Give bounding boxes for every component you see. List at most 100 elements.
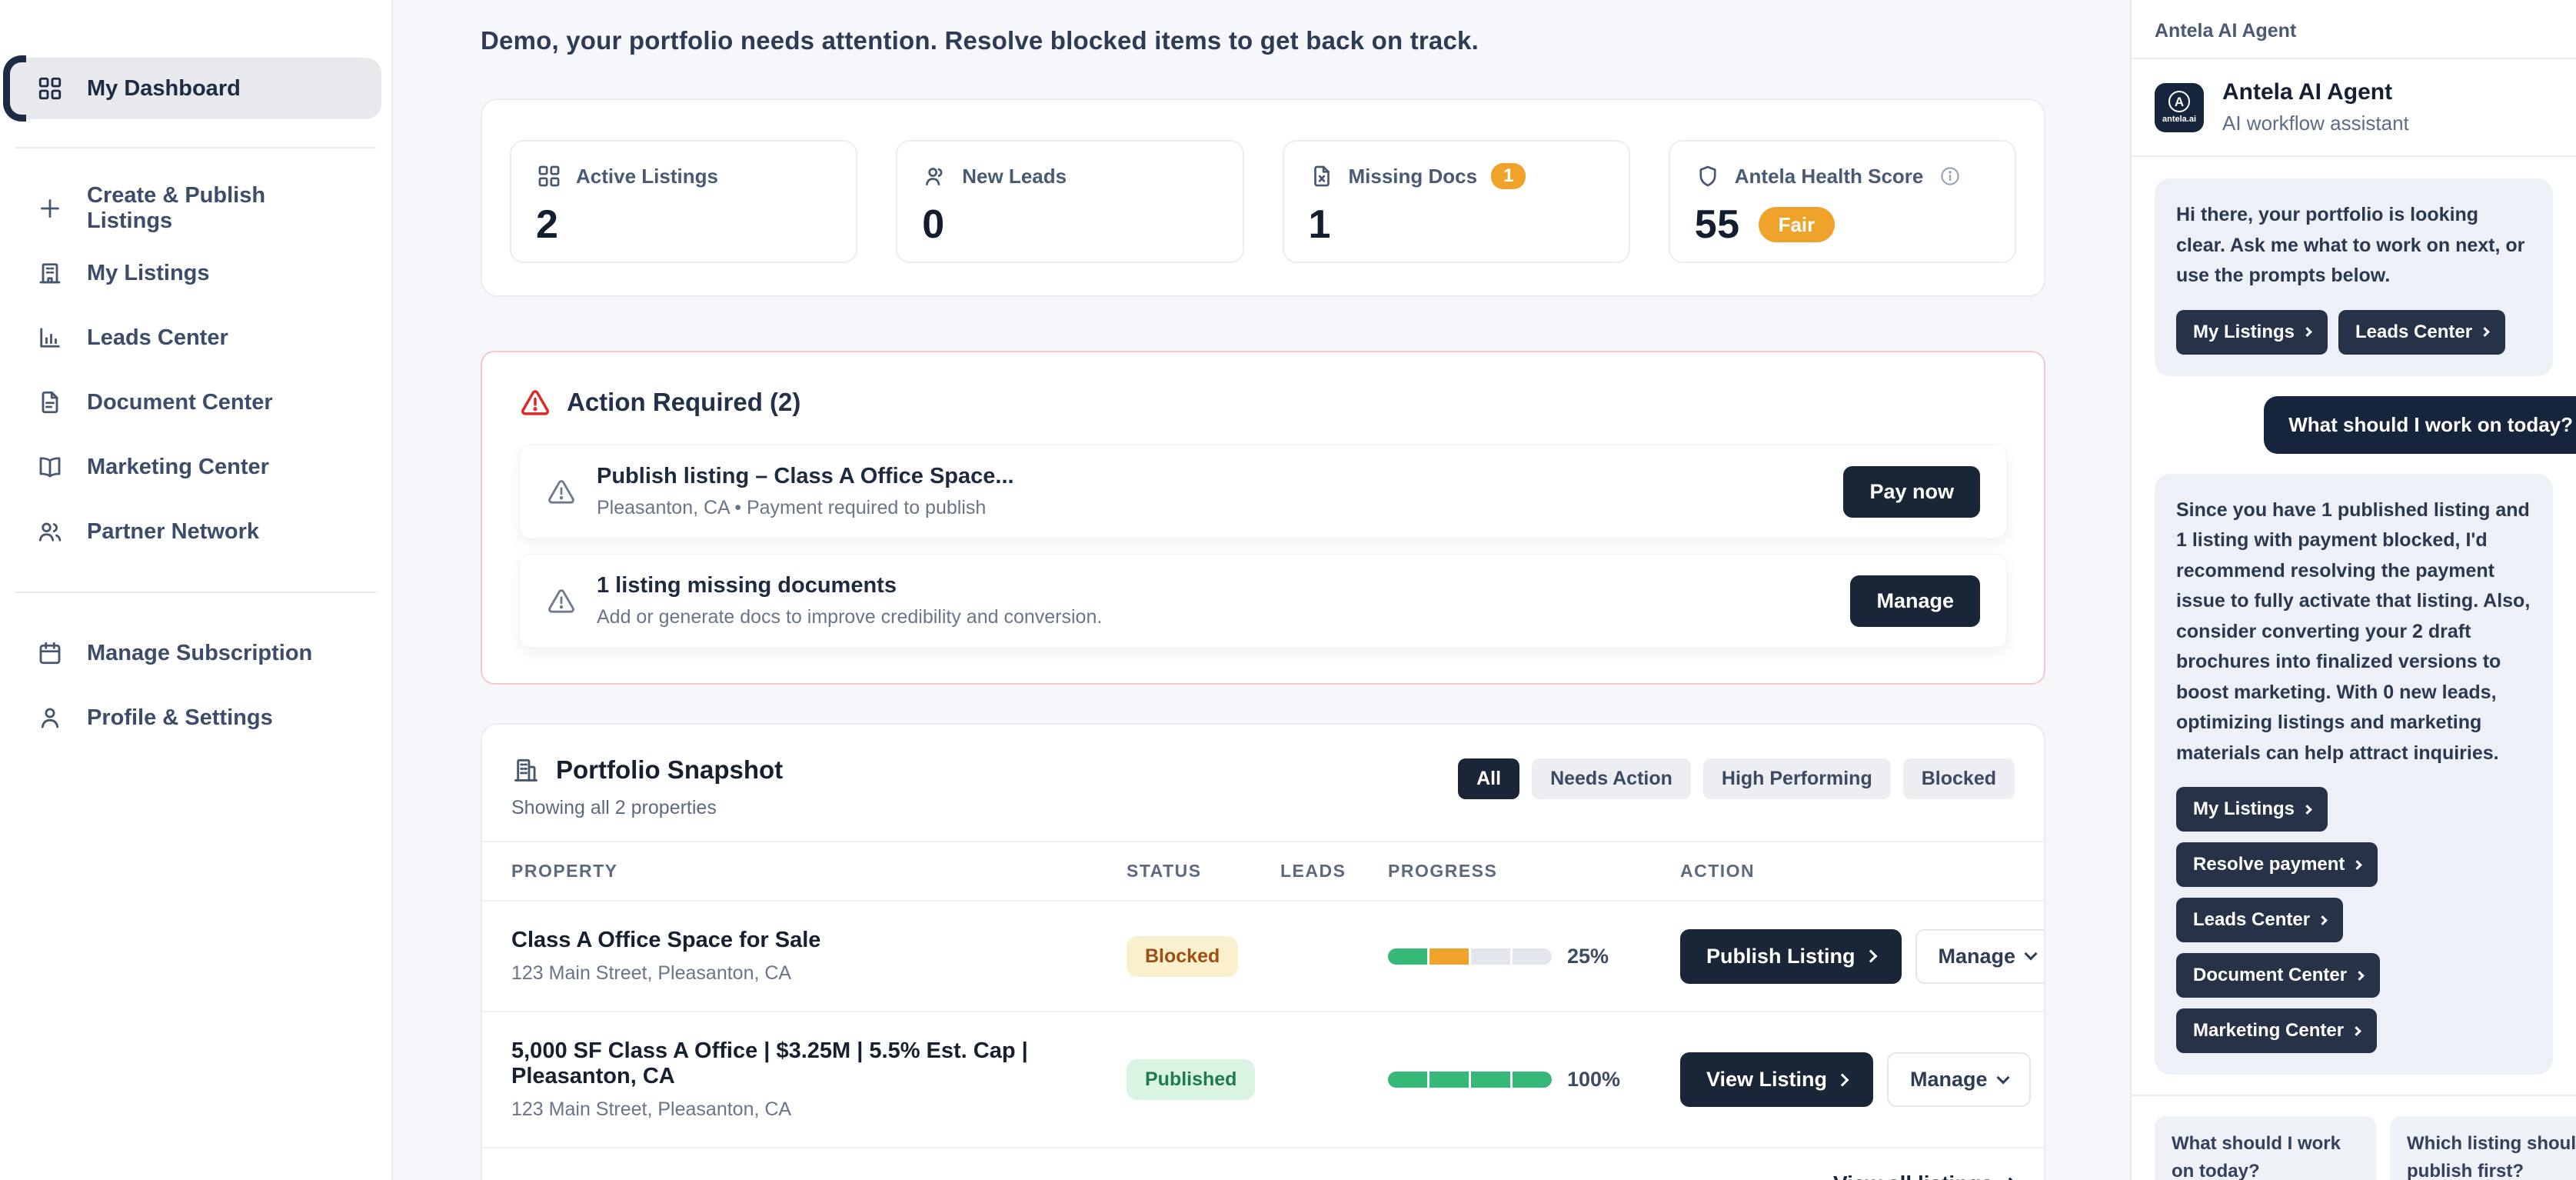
stat-label: Active Listings (576, 164, 718, 188)
user-message: What should I work on today? (2264, 395, 2576, 454)
suggested-prompts: What should I work on today? Which listi… (2132, 1095, 2576, 1180)
progress-percent: 100% (1567, 1068, 1621, 1091)
shield-icon (1695, 163, 1721, 189)
quick-action-marketing-center[interactable]: Marketing Center (2176, 1008, 2378, 1053)
manage-dropdown-button[interactable]: Manage (1887, 1052, 2031, 1107)
stat-value: 0 (922, 202, 945, 247)
info-icon[interactable] (1939, 165, 1962, 188)
prompt-which-listing-first[interactable]: Which listing should I publish first? (2390, 1116, 2576, 1180)
quick-action-my-listings[interactable]: My Listings (2176, 309, 2328, 355)
stat-card-missing-docs[interactable]: Missing Docs 1 1 (1282, 140, 1630, 263)
sidebar-item-label: Leads Center (87, 325, 228, 350)
stat-value: 55 (1694, 202, 1740, 247)
missing-docs-count-badge: 1 (1491, 163, 1526, 189)
chevron-right-icon (2302, 327, 2312, 337)
quick-action-resolve-payment[interactable]: Resolve payment (2176, 842, 2378, 887)
sidebar-item-marketing-center[interactable]: Marketing Center (10, 435, 381, 499)
chevron-right-icon (2355, 970, 2365, 981)
quick-action-document-center[interactable]: Document Center (2176, 953, 2381, 998)
pay-now-button[interactable]: Pay now (1843, 465, 1980, 518)
property-address: 123 Main Street, Pleasanton, CA (511, 962, 792, 984)
stat-label: New Leads (962, 164, 1067, 188)
stat-label: Antela Health Score (1734, 164, 1924, 188)
view-listing-button[interactable]: View Listing (1680, 1052, 1874, 1107)
calendar-icon (36, 639, 64, 667)
filter-needs-action[interactable]: Needs Action (1532, 758, 1691, 799)
progress-bar (1388, 948, 1552, 965)
property-address: 123 Main Street, Pleasanton, CA (511, 1098, 792, 1120)
bot-message: Since you have 1 published listing and 1… (2155, 473, 2553, 1075)
sidebar-item-label: My Dashboard (87, 75, 241, 101)
stat-card-health-score[interactable]: Antela Health Score 55 Fair (1668, 140, 2016, 263)
manage-dropdown-button[interactable]: Manage (1915, 928, 2044, 984)
col-leads: LEADS (1280, 861, 1346, 881)
alert-triangle-icon (519, 386, 551, 418)
active-indicator (3, 55, 26, 122)
stat-card-new-leads[interactable]: New Leads 0 (896, 140, 1244, 263)
action-item-title: Publish listing – Class A Office Space..… (597, 464, 1014, 488)
portfolio-snapshot-section: Portfolio Snapshot Showing all 2 propert… (481, 723, 2045, 1180)
chevron-right-icon (2352, 859, 2363, 870)
stat-card-active-listings[interactable]: Active Listings 2 (510, 140, 858, 263)
sidebar-divider (15, 147, 376, 148)
col-action: ACTION (1680, 861, 1756, 881)
sidebar-item-manage-subscription[interactable]: Manage Subscription (10, 621, 381, 685)
chevron-right-icon (2480, 327, 2490, 337)
chevron-down-icon (2024, 947, 2038, 961)
prompt-what-to-work-on[interactable]: What should I work on today? (2155, 1116, 2376, 1180)
progress-bar (1388, 1072, 1552, 1088)
action-item-missing-documents: 1 listing missing documents Add or gener… (519, 554, 2007, 648)
sidebar-item-profile-settings[interactable]: Profile & Settings (10, 685, 381, 750)
action-item-subtitle: Pleasanton, CA • Payment required to pub… (597, 497, 987, 518)
table-header: PROPERTY STATUS LEADS PROGRESS ACTION (482, 841, 2044, 902)
main-content: Demo, your portfolio needs attention. Re… (393, 0, 2130, 1180)
logo-a-emblem: A (2168, 91, 2190, 112)
action-item-title: 1 listing missing documents (597, 573, 897, 598)
ai-panel-label: Antela AI Agent (2132, 0, 2576, 59)
bar-chart-icon (36, 324, 64, 352)
sidebar-item-document-center[interactable]: Document Center (10, 370, 381, 435)
alert-triangle-icon (546, 585, 577, 616)
quick-action-leads-center[interactable]: Leads Center (2176, 898, 2344, 942)
stat-label: Missing Docs (1348, 164, 1478, 188)
stats-section: Active Listings 2 New Leads 0 (481, 98, 2045, 297)
manage-docs-button[interactable]: Manage (1850, 575, 1980, 627)
col-progress: PROGRESS (1388, 861, 1498, 881)
sidebar-item-label: Profile & Settings (87, 705, 273, 730)
quick-action-my-listings[interactable]: My Listings (2176, 787, 2328, 832)
sidebar-item-label: Manage Subscription (87, 640, 313, 665)
sidebar-item-my-dashboard[interactable]: My Dashboard (3, 55, 381, 122)
sidebar-item-my-listings[interactable]: My Listings (10, 241, 381, 305)
ai-agent-panel: Antela AI Agent A antela.ai Antela AI Ag… (2130, 0, 2576, 1180)
building-icon (36, 259, 64, 287)
filter-all[interactable]: All (1458, 758, 1520, 799)
col-status: STATUS (1127, 861, 1202, 881)
users-icon (36, 518, 64, 545)
col-property: PROPERTY (511, 861, 618, 881)
page-greeting: Demo, your portfolio needs attention. Re… (481, 26, 1479, 55)
quick-action-leads-center[interactable]: Leads Center (2338, 309, 2506, 355)
agent-header: A antela.ai Antela AI Agent AI workflow … (2132, 59, 2576, 157)
stat-value: 2 (536, 202, 559, 247)
status-badge: Blocked (1127, 935, 1239, 977)
action-item-publish-listing: Publish listing – Class A Office Space..… (519, 445, 2007, 538)
sidebar-item-create-publish-listings[interactable]: Create & Publish Listings (10, 176, 381, 241)
publish-listing-button[interactable]: Publish Listing (1680, 928, 1902, 984)
progress-cell: 25% (1388, 945, 1680, 968)
filter-blocked[interactable]: Blocked (1902, 758, 2015, 799)
chevron-right-icon (2003, 1177, 2017, 1180)
portfolio-title: Portfolio Snapshot (556, 755, 784, 784)
dashboard-grid-icon (36, 75, 64, 102)
chevron-right-icon (1864, 949, 1877, 963)
filter-high-performing[interactable]: High Performing (1702, 758, 1891, 799)
sidebar-item-leads-center[interactable]: Leads Center (10, 305, 381, 370)
chevron-right-icon (2351, 1025, 2361, 1036)
view-all-listings-link[interactable]: View all listings (1833, 1172, 2017, 1180)
sidebar: My Dashboard Create & Publish Listings M… (0, 0, 393, 1180)
sidebar-item-label: My Listings (87, 260, 210, 285)
chevron-down-icon (1996, 1071, 2010, 1084)
document-icon (36, 388, 64, 416)
sidebar-item-partner-network[interactable]: Partner Network (10, 499, 381, 564)
status-badge: Published (1127, 1059, 1256, 1100)
chevron-right-icon (2318, 915, 2328, 925)
